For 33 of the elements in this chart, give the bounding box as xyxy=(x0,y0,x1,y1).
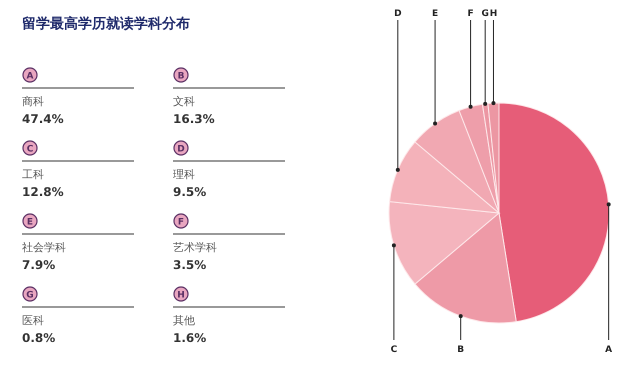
text: 12.8% xyxy=(22,185,64,199)
text: 理科 xyxy=(173,168,195,181)
text: F xyxy=(178,218,184,228)
text: 0.8% xyxy=(22,331,56,345)
text: 工科 xyxy=(22,168,44,181)
text: 1.6% xyxy=(173,331,206,345)
text: 文科 xyxy=(173,95,195,108)
text: 9.5% xyxy=(173,185,206,199)
text: H xyxy=(177,290,185,300)
text: 16.3% xyxy=(173,112,215,126)
text: A xyxy=(26,72,34,82)
text: B xyxy=(178,72,185,82)
text: E xyxy=(26,218,34,228)
slice-label: F xyxy=(468,9,474,19)
slice-label: E xyxy=(432,9,438,19)
text: 艺术学科 xyxy=(173,241,217,254)
text: C xyxy=(26,144,34,154)
slice-label: A xyxy=(605,345,612,355)
text: 其他 xyxy=(173,314,195,327)
text: G xyxy=(26,290,34,300)
slice-label: G xyxy=(481,9,489,19)
text: 社会学科 xyxy=(22,241,66,254)
text: 商科 xyxy=(22,95,44,108)
text: 47.4% xyxy=(22,112,64,126)
text: 7.9% xyxy=(22,258,56,272)
text: 留学最高学历就读学科分布 xyxy=(22,15,190,32)
slice-label: B xyxy=(457,345,464,355)
slice-label: D xyxy=(394,9,402,19)
text: 3.5% xyxy=(173,258,206,272)
text: 医科 xyxy=(22,314,44,327)
slice-label: H xyxy=(490,9,498,19)
text: D xyxy=(177,144,185,154)
slice-label: C xyxy=(390,345,398,355)
